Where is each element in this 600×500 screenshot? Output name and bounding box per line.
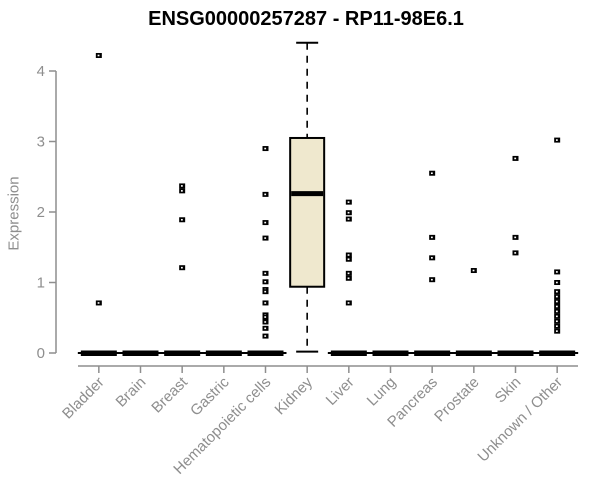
outlier-point-center [264, 316, 267, 318]
outlier-point-center [264, 272, 267, 275]
collapsed-box [330, 350, 367, 356]
outlier-point-center [347, 254, 350, 256]
outlier-point-center [555, 305, 558, 308]
outlier-point-center [180, 218, 183, 221]
outlier-point-center [347, 211, 350, 214]
outlier-point-center [264, 335, 267, 337]
y-tick-label: 2 [37, 204, 45, 221]
box-group-breast [161, 183, 204, 356]
outlier-point-center [555, 315, 558, 318]
outlier-point-center [97, 302, 100, 304]
x-tick-label-liver: Liver [323, 374, 358, 409]
outlier-point-center [555, 300, 558, 303]
outlier-point-center [264, 302, 267, 304]
box-group-kidney [289, 41, 326, 353]
box-group-skin [494, 155, 537, 356]
outlier-point-center [180, 190, 183, 192]
x-tick-label-kidney: Kidney [272, 373, 317, 418]
outlier-point-center [180, 185, 183, 187]
outlier-point-center [555, 325, 558, 328]
collapsed-box [80, 350, 117, 356]
collapsed-box [414, 350, 451, 356]
box-group-liver [327, 199, 370, 356]
outlier-point-center [264, 280, 267, 283]
outlier-point-center [514, 157, 517, 160]
outlier-point-center [97, 54, 100, 57]
y-tick-label: 0 [37, 345, 45, 362]
outlier-point-center [430, 257, 433, 259]
outlier-point-center [555, 139, 558, 141]
x-tick-label-lung: Lung [364, 374, 400, 410]
outlier-point-center [555, 295, 558, 298]
outlier-point-center [555, 290, 558, 293]
box-group-prostate [452, 268, 495, 356]
collapsed-box [122, 350, 159, 356]
outlier-point-center [347, 277, 350, 280]
y-tick-label: 4 [37, 63, 45, 80]
outlier-point-center [514, 252, 517, 254]
x-tick-label-brain: Brain [113, 374, 150, 411]
outlier-point-center [347, 258, 350, 261]
box-group-bladder [77, 52, 120, 356]
collapsed-box [205, 350, 242, 356]
outlier-point-center [555, 271, 558, 273]
collapsed-box [497, 350, 534, 356]
outlier-point-center [514, 236, 517, 239]
outlier-point-center [347, 272, 350, 275]
outlier-point-center [264, 327, 267, 330]
outlier-point-center [347, 302, 350, 304]
outlier-point-center [264, 147, 267, 150]
collapsed-box [455, 350, 492, 356]
x-tick-label-skin: Skin [492, 374, 525, 407]
outlier-point-center [430, 236, 433, 239]
outlier-point-center [472, 269, 475, 272]
box-group-gastric [202, 350, 245, 356]
outlier-point-center [264, 237, 267, 239]
outlier-point-center [555, 330, 558, 332]
outlier-point-center [264, 321, 267, 323]
box-iqr [289, 136, 326, 288]
collapsed-box [372, 350, 409, 356]
outlier-point-center [430, 172, 433, 175]
x-tick-label-bladder: Bladder [59, 374, 108, 423]
outlier-point-center [264, 193, 267, 196]
collapsed-box [247, 350, 284, 356]
outlier-point-center [555, 310, 558, 313]
x-tick-label-prostate: Prostate [431, 374, 483, 426]
outlier-point-center [180, 266, 183, 269]
outlier-point-center [430, 278, 433, 281]
outlier-point-center [264, 221, 267, 224]
collapsed-box [539, 350, 576, 356]
collapsed-box [164, 350, 201, 356]
box-group-lung [369, 350, 412, 356]
box-group-brain [119, 350, 162, 356]
outlier-point-center [347, 201, 350, 203]
y-tick-label: 3 [37, 134, 45, 151]
outlier-point-center [555, 320, 558, 323]
y-tick-label: 1 [37, 275, 45, 292]
outlier-point-center [264, 290, 267, 293]
outlier-point-center [347, 218, 350, 220]
box-group-unknown-other [536, 137, 579, 356]
box-group-hematopoietic-cells [244, 146, 287, 356]
outlier-point-center [555, 281, 558, 284]
x-tick-label-breast: Breast [148, 373, 191, 416]
chart-title: ENSG00000257287 - RP11-98E6.1 [148, 8, 464, 30]
box-group-pancreas [411, 170, 454, 356]
